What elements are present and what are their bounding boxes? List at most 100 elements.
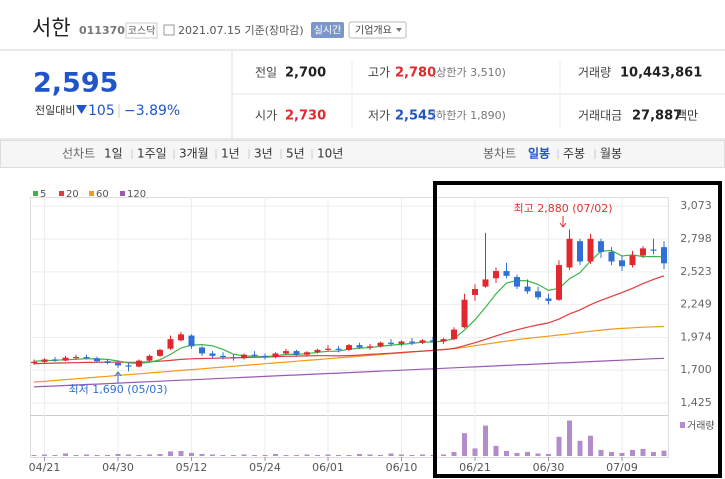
legend-label: 20 (66, 189, 79, 200)
candle-body (251, 354, 258, 356)
period-tab[interactable]: 10년 (317, 147, 343, 161)
quote-label: 시가 (255, 109, 277, 123)
volume-bar (210, 454, 215, 456)
legend-label: 60 (96, 189, 109, 200)
moving-average-line (33, 357, 665, 388)
volume-bar (472, 448, 478, 456)
stock-code: 011370 (79, 24, 125, 37)
legend-label: 5 (40, 189, 46, 200)
candle-body (566, 238, 573, 268)
volume-bar (346, 454, 352, 456)
candle-body (199, 347, 205, 354)
x-tick-label: 07/09 (606, 461, 638, 474)
candle-body (262, 355, 268, 358)
candle-body (472, 288, 478, 295)
candle-body (524, 286, 531, 292)
candle-body (514, 277, 520, 287)
period-tab[interactable]: 3년 (254, 147, 273, 161)
quote-value: 2,730 (285, 109, 326, 124)
period-tab[interactable]: 1년 (221, 147, 240, 161)
candle-body (325, 348, 331, 350)
volume-bar (52, 454, 58, 456)
candle-body (104, 361, 111, 364)
candle-body (272, 353, 279, 358)
y-tick-label: 2,798 (680, 232, 712, 245)
legend-swatch (89, 191, 94, 196)
volume-bar (126, 454, 131, 456)
volume-bar (178, 450, 184, 456)
candle-body (650, 249, 657, 251)
moving-average-line (33, 325, 665, 383)
candle-body (356, 345, 363, 348)
quote-value: 2,700 (285, 66, 326, 81)
candle-tab[interactable]: 월봉 (600, 147, 622, 161)
candle-body (440, 339, 447, 342)
y-tick-label: 2,249 (680, 298, 712, 311)
volume-bar (399, 454, 404, 456)
y-tick-label: 2,523 (680, 265, 712, 278)
candle-body (209, 353, 216, 356)
volume-bar (493, 445, 499, 456)
candle-tab[interactable]: 주봉 (563, 147, 585, 161)
volume-bar (294, 454, 299, 456)
volume-bar (598, 449, 604, 456)
line-chart-label: 선차트 (62, 147, 95, 161)
y-tick-label: 1,425 (680, 396, 712, 409)
volume-bar (73, 454, 79, 456)
volume-bar (640, 448, 646, 456)
calendar-icon (163, 24, 175, 36)
candle-body (409, 341, 415, 343)
dropdown-icon (396, 28, 402, 32)
volume-bar (388, 453, 394, 456)
volume-bar (661, 450, 667, 456)
volume-bar (556, 436, 562, 456)
candle-body (388, 342, 394, 344)
candle-body (377, 342, 384, 347)
volume-bar (105, 454, 110, 456)
high-annotation: 최고 2,880 (07/02) (513, 202, 612, 215)
company-info-button[interactable] (348, 21, 407, 39)
x-tick-label: 06/30 (533, 461, 565, 474)
period-tab[interactable]: 3개월 (179, 147, 209, 161)
realtime-button[interactable] (311, 22, 344, 38)
price: 2,595 (33, 68, 118, 99)
candle-body (346, 345, 352, 350)
volume-bar (136, 454, 142, 456)
y-tick-label: 1,700 (680, 363, 712, 376)
period-tab[interactable]: 5년 (286, 147, 305, 161)
candle-tab[interactable]: 일봉 (528, 147, 550, 161)
company-info-label[interactable]: 기업개요 (355, 24, 392, 37)
volume-bar (378, 454, 383, 456)
volume-bar (252, 454, 257, 456)
candle-body (335, 348, 342, 350)
candle-body (398, 341, 405, 344)
quote-unit: 백만 (676, 109, 698, 123)
quote-value: 27,887 (632, 109, 682, 124)
plot-frame (30, 197, 669, 458)
candle-body (62, 357, 69, 361)
volume-bar (63, 453, 68, 456)
tab-bar (0, 140, 725, 168)
volume-bar (189, 452, 194, 456)
candle-body (241, 354, 247, 359)
candle-body (587, 238, 594, 262)
stock-name: 서한 (32, 16, 71, 40)
y-tick-label: 3,073 (680, 199, 712, 212)
candle-body (629, 255, 636, 266)
realtime-label[interactable]: 실시간 (314, 25, 342, 37)
x-tick-label: 06/10 (386, 461, 418, 474)
volume-bar (609, 451, 614, 456)
volume-bar (441, 454, 446, 456)
period-tab[interactable]: 1주일 (137, 147, 167, 161)
volume-legend-swatch (680, 422, 685, 428)
period-tab[interactable]: 1일 (104, 147, 123, 161)
quote-label: 거래량 (578, 66, 611, 80)
volume-bar (504, 450, 509, 456)
candle-body (167, 339, 174, 349)
candle-body (314, 349, 321, 353)
market-badge (125, 22, 158, 39)
candle-body (493, 271, 499, 279)
down-arrow (76, 105, 87, 114)
legend-swatch (59, 191, 64, 196)
